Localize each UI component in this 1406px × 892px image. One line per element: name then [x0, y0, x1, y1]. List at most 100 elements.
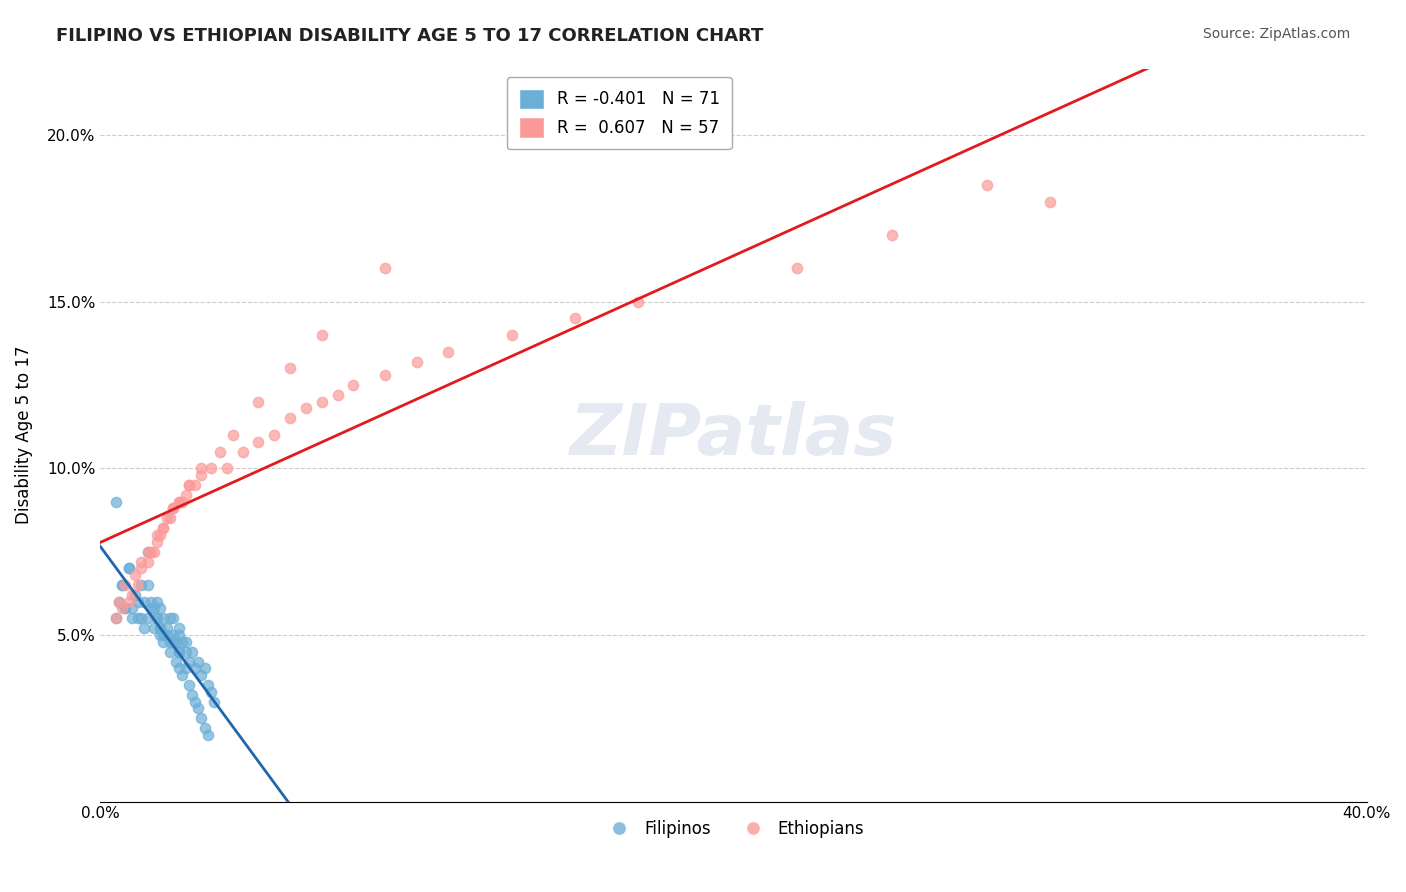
Point	[117, 594, 139, 608]
Point	[149, 601, 172, 615]
Point	[187, 701, 209, 715]
Point	[190, 468, 212, 483]
Point	[152, 521, 174, 535]
Point	[190, 461, 212, 475]
Point	[114, 578, 136, 592]
Point	[136, 611, 159, 625]
Point	[162, 501, 184, 516]
Point	[124, 568, 146, 582]
Point	[177, 478, 200, 492]
Point	[215, 461, 238, 475]
Text: FILIPINO VS ETHIOPIAN DISABILITY AGE 5 TO 17 CORRELATION CHART: FILIPINO VS ETHIOPIAN DISABILITY AGE 5 T…	[56, 27, 763, 45]
Point	[181, 645, 204, 659]
Point	[156, 621, 179, 635]
Point	[159, 611, 181, 625]
Point	[162, 501, 184, 516]
Point	[194, 721, 217, 735]
Point	[146, 611, 169, 625]
Point	[263, 428, 285, 442]
Point	[104, 611, 127, 625]
Point	[129, 555, 152, 569]
Point	[146, 534, 169, 549]
Point	[311, 394, 333, 409]
Point	[149, 528, 172, 542]
Point	[374, 368, 396, 382]
Point	[159, 511, 181, 525]
Point	[136, 555, 159, 569]
Point	[127, 594, 149, 608]
Point	[146, 611, 169, 625]
Point	[114, 601, 136, 615]
Point	[139, 601, 162, 615]
Point	[172, 634, 194, 648]
Point	[121, 611, 143, 625]
Point	[162, 628, 184, 642]
Point	[129, 611, 152, 625]
Point	[129, 561, 152, 575]
Point	[165, 655, 187, 669]
Point	[146, 528, 169, 542]
Point	[149, 621, 172, 635]
Point	[222, 428, 245, 442]
Point	[117, 561, 139, 575]
Point	[108, 594, 131, 608]
Point	[152, 521, 174, 535]
Point	[181, 688, 204, 702]
Point	[143, 621, 166, 635]
Point	[194, 661, 217, 675]
Point	[156, 628, 179, 642]
Point	[247, 434, 270, 449]
Point	[197, 728, 219, 742]
Point	[111, 601, 134, 615]
Point	[136, 578, 159, 592]
Point	[149, 621, 172, 635]
Point	[190, 668, 212, 682]
Point	[187, 655, 209, 669]
Point	[200, 461, 222, 475]
Point	[374, 261, 396, 276]
Point	[209, 444, 232, 458]
Point	[1039, 194, 1062, 209]
Point	[143, 601, 166, 615]
Point	[156, 511, 179, 525]
Point	[149, 628, 172, 642]
Point	[184, 661, 207, 675]
Point	[174, 634, 197, 648]
Point	[342, 378, 364, 392]
Point	[104, 611, 127, 625]
Point	[177, 478, 200, 492]
Point	[159, 634, 181, 648]
Point	[169, 621, 191, 635]
Point	[169, 645, 191, 659]
Point	[295, 401, 318, 416]
Point	[174, 488, 197, 502]
Point	[169, 494, 191, 508]
Text: Source: ZipAtlas.com: Source: ZipAtlas.com	[1202, 27, 1350, 41]
Point	[117, 561, 139, 575]
Point	[162, 634, 184, 648]
Point	[136, 544, 159, 558]
Point	[111, 578, 134, 592]
Point	[169, 645, 191, 659]
Point	[104, 494, 127, 508]
Point	[127, 578, 149, 592]
Point	[278, 411, 301, 425]
Point	[247, 394, 270, 409]
Point	[129, 578, 152, 592]
Point	[437, 344, 460, 359]
Point	[169, 661, 191, 675]
Point	[278, 361, 301, 376]
Point	[172, 494, 194, 508]
Legend: Filipinos, Ethiopians: Filipinos, Ethiopians	[596, 814, 870, 845]
Point	[162, 611, 184, 625]
Point	[139, 594, 162, 608]
Point	[786, 261, 808, 276]
Point	[172, 668, 194, 682]
Point	[146, 594, 169, 608]
Point	[169, 494, 191, 508]
Point	[976, 178, 998, 193]
Point	[152, 634, 174, 648]
Point	[232, 444, 254, 458]
Point	[177, 678, 200, 692]
Point	[134, 594, 156, 608]
